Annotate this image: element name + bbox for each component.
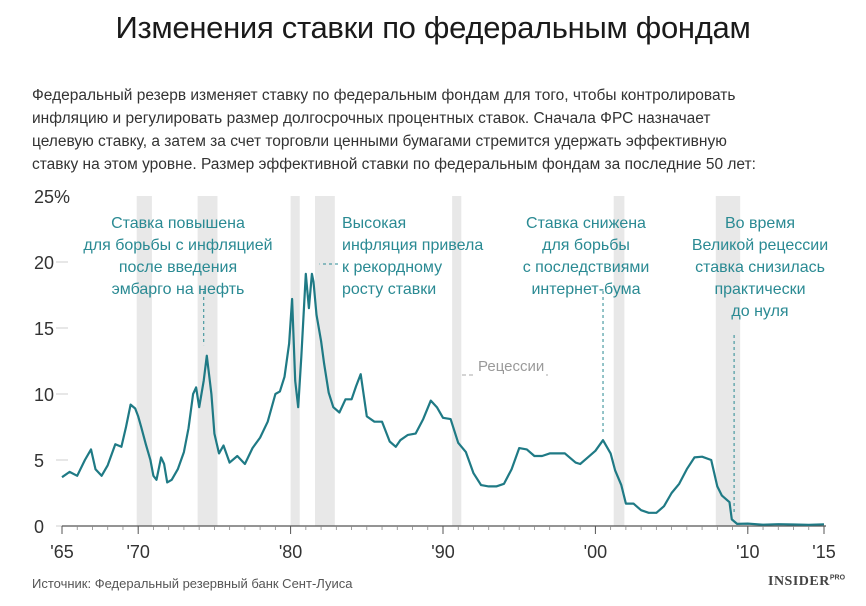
- x-tick-label: '65: [50, 542, 73, 562]
- x-tick-label: '70: [126, 542, 149, 562]
- annotation-text: к рекордному: [342, 259, 442, 276]
- intro-text: Федеральный резерв изменяет ставку по фе…: [32, 84, 832, 176]
- annotation-text: с последствиями: [523, 259, 650, 276]
- y-tick-label: 10: [34, 385, 54, 405]
- chart-area: 0 5 10 15 20 25% '65 '70 '80 '90 '00 '10 '15 Рецессии…: [0, 180, 866, 570]
- x-tick-label: '10: [736, 542, 759, 562]
- recession-band: [452, 196, 462, 526]
- recession-band: [136, 196, 152, 526]
- annotation-text: эмбарго на нефть: [112, 281, 245, 298]
- rate-chart: 0 5 10 15 20 25% '65 '70 '80 '90 '00 '10 '15 Рецессии…: [34, 187, 836, 562]
- intro-line: инфляцию и регулировать размер долгосроч…: [32, 110, 711, 127]
- annotation-text: Высокая: [342, 215, 406, 232]
- annotation-text: для борьбы с инфляцией: [83, 237, 272, 254]
- insider-logo: INSIDERPRO: [768, 574, 845, 590]
- annotation-text: после введения: [119, 259, 237, 276]
- source-note: Источник: Федеральный резервный банк Сен…: [32, 576, 353, 591]
- y-tick-label: 15: [34, 319, 54, 339]
- recession-band: [613, 196, 625, 526]
- annotation-text: до нуля: [731, 303, 788, 320]
- x-tick-label: '90: [431, 542, 454, 562]
- annotation-text: росту ставки: [342, 281, 436, 298]
- annotation-text: Ставка повышена: [111, 215, 245, 232]
- intro-line: ставку на этом уровне. Размер эффективно…: [32, 156, 756, 173]
- y-tick-label: 5: [34, 451, 44, 471]
- annotation-text: Ставка снижена: [526, 215, 646, 232]
- annotation-text: Во время: [725, 215, 795, 232]
- y-tick-label: 0: [34, 517, 44, 537]
- chart-title: Изменения ставки по федеральным фондам: [115, 10, 751, 45]
- annotation-text: интернет-бума: [531, 281, 640, 298]
- recession-band: [314, 196, 335, 526]
- annotation-text: ставка снизилась: [695, 259, 825, 276]
- rate-series-line: [61, 272, 825, 526]
- legend-label: Рецессии: [478, 358, 544, 375]
- annotation-text: Великой рецессии: [692, 237, 828, 254]
- y-tick-label: 25%: [34, 187, 70, 207]
- logo-superscript: PRO: [829, 574, 846, 582]
- x-tick-label: '80: [279, 542, 302, 562]
- intro-line: Федеральный резерв изменяет ставку по фе…: [32, 87, 736, 104]
- annotation-text: инфляция привела: [342, 237, 483, 254]
- logo-text: INSIDER: [768, 574, 830, 589]
- legend-backdrop: [476, 356, 546, 376]
- annotation-text: практически: [714, 281, 805, 298]
- x-tick-label: '15: [812, 542, 835, 562]
- annotation-text: для борьбы: [542, 237, 630, 254]
- x-tick-label: '00: [584, 542, 607, 562]
- y-tick-label: 20: [34, 253, 54, 273]
- intro-line: целевую ставку, а затем за счет торговли…: [32, 133, 727, 150]
- recession-band: [715, 196, 741, 526]
